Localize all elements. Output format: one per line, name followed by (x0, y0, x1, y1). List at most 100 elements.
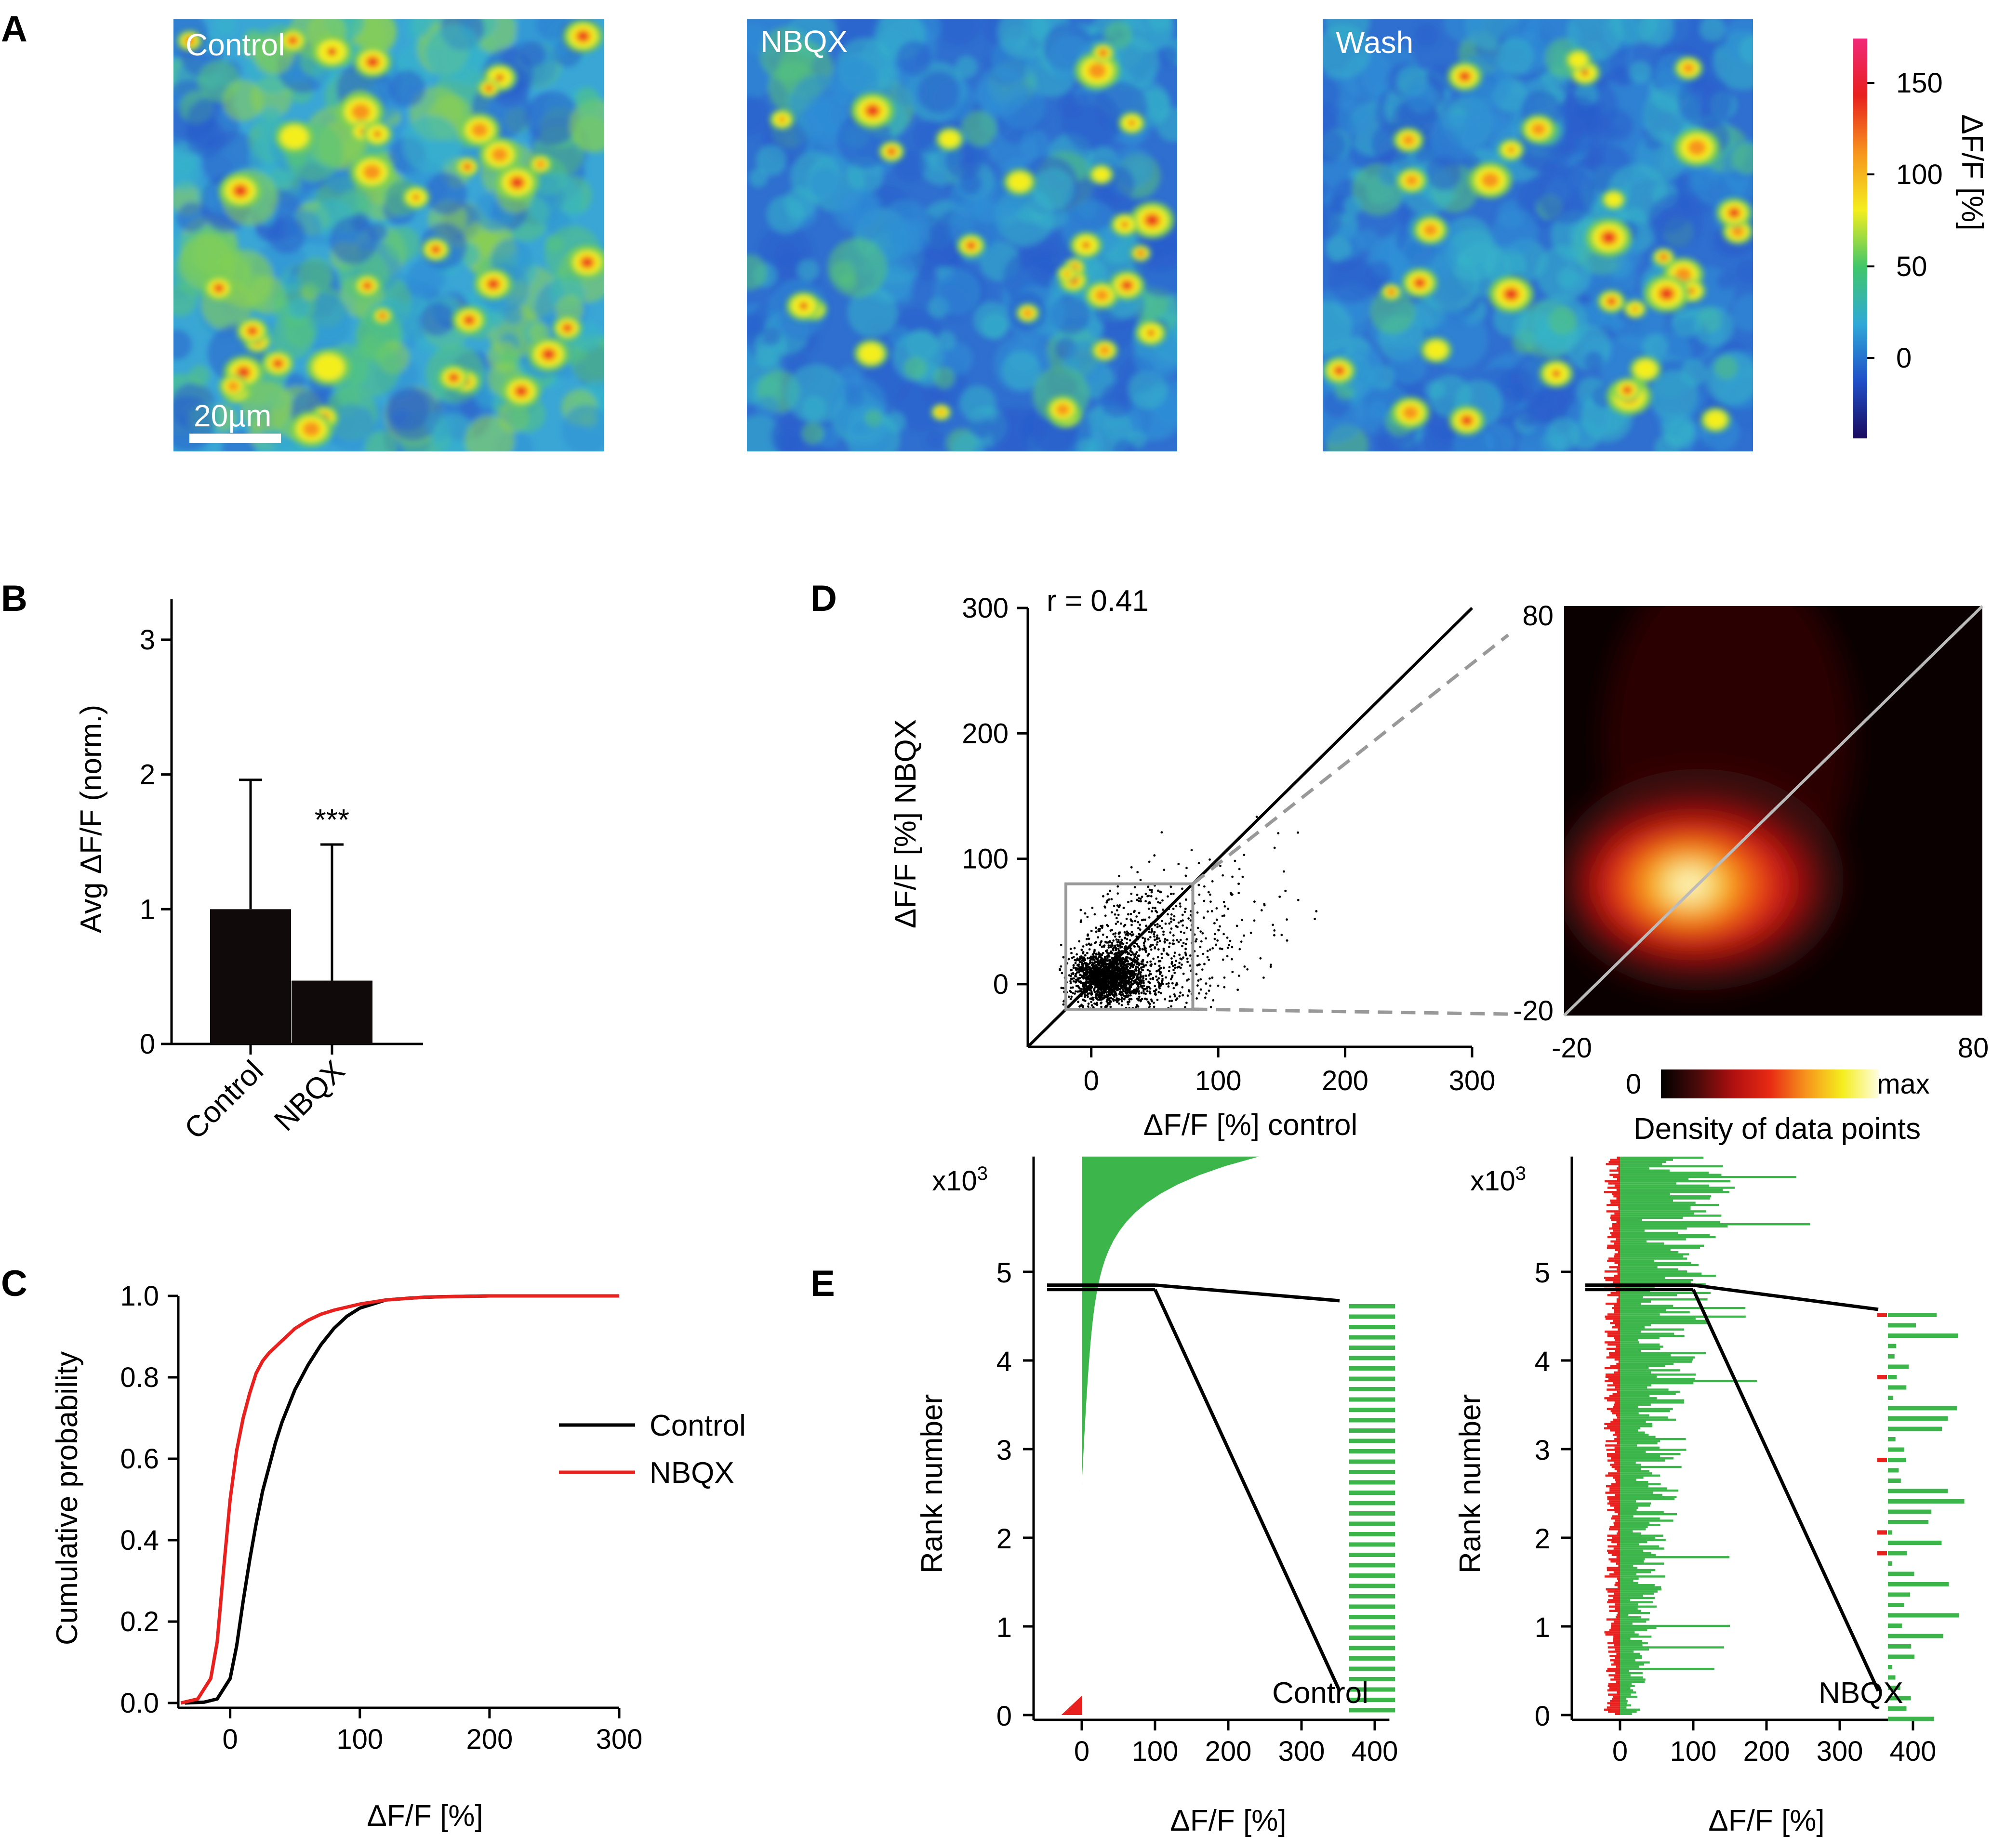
scatter-point (1140, 971, 1142, 974)
image-texture-blob (1536, 245, 1592, 301)
scatter-point (1078, 977, 1081, 980)
rank-bar-negative (1617, 1390, 1620, 1393)
image-texture-blob (1426, 155, 1462, 191)
scatter-point (1069, 982, 1072, 985)
scatter-point (1078, 961, 1081, 964)
scatter-point (1106, 954, 1109, 957)
scatter-point (1088, 948, 1091, 950)
image-texture-blob (214, 19, 237, 37)
rank-bar-positive (1620, 1526, 1648, 1529)
image-texture-blob (1001, 351, 1041, 390)
scatter-point (1086, 963, 1089, 965)
colorbar-a-tick-label: 50 (1896, 251, 1927, 282)
image-texture-blob (1677, 73, 1733, 129)
scatter-point (1203, 885, 1206, 888)
scatter-point (1152, 977, 1155, 980)
scatter-point (1062, 956, 1065, 959)
scatter-point (1125, 917, 1128, 920)
rank-bar-negative (1613, 1637, 1620, 1640)
rank-bar-positive (1620, 1670, 1629, 1672)
scatter-point (1131, 933, 1134, 936)
rank-bar-negative (1618, 1296, 1620, 1299)
rank-bar-negative (1616, 1680, 1620, 1683)
scatter-point (1206, 956, 1209, 959)
scatter-point (1137, 921, 1140, 924)
image-texture-blob (555, 295, 584, 324)
image-texture-blob (1341, 349, 1385, 394)
scatter-point (1182, 956, 1185, 959)
scatter-point (1074, 992, 1076, 995)
rank-bar-negative (1614, 1524, 1620, 1526)
scatter-point (1103, 983, 1106, 986)
rank-bar-positive (1620, 1536, 1656, 1539)
scatter-point (1184, 874, 1187, 877)
scatter-point (1211, 947, 1214, 950)
scatter-point (1237, 883, 1240, 885)
rank-bar-negative (1618, 1580, 1620, 1582)
cell (799, 302, 808, 310)
rank-bar-negative (1609, 1629, 1620, 1632)
rank-bar-negative (1617, 1470, 1620, 1473)
rank-bar-negative (1614, 1511, 1620, 1513)
scatter-point (1134, 992, 1137, 995)
rank-bar-negative (1616, 1532, 1620, 1535)
scatter-point (1241, 875, 1244, 878)
x-tick-label: Control (178, 1054, 270, 1146)
rank-plot-label: Control (1272, 1676, 1368, 1710)
rank-bar-positive (1620, 1457, 1673, 1460)
rank-bar-negative (1607, 1498, 1620, 1501)
rank-bar-positive (1620, 1569, 1656, 1571)
rank-bar-negative (1618, 1360, 1620, 1363)
scatter-point (1184, 1006, 1186, 1009)
calcium-image-nbqx (747, 19, 1177, 451)
cell (1123, 281, 1131, 289)
scatter-point (1089, 975, 1092, 977)
rank-bar-negative (1610, 1700, 1620, 1703)
scatter-point (1262, 977, 1265, 979)
rank-bar-negative (1612, 1382, 1620, 1385)
image-texture-blob (945, 142, 983, 180)
x-tick-label: 200 (1322, 1065, 1368, 1096)
rank-bar-positive (1620, 1487, 1667, 1490)
scatter-point (1087, 1005, 1089, 1008)
scatter-point (1087, 1003, 1090, 1005)
scatter-point (1111, 911, 1113, 914)
rank-bar-negative (1607, 1408, 1620, 1410)
scatter-point (1181, 913, 1184, 916)
scatter-point (1314, 918, 1316, 920)
image-texture-blob (933, 367, 955, 389)
scatter-point (1117, 998, 1120, 1001)
scatter-point (1116, 909, 1118, 911)
scatter-point (1219, 947, 1222, 950)
scatter-point (1141, 896, 1143, 898)
rank-bar-negative (1612, 1307, 1620, 1309)
y-tick-label: 3 (140, 624, 155, 656)
x-tick-label: 100 (1670, 1736, 1717, 1767)
scatter-point (1104, 958, 1107, 961)
cell (351, 104, 371, 120)
scatter-point (1136, 894, 1139, 896)
scatter-point (1114, 932, 1117, 935)
rank-bar-positive (1620, 1586, 1661, 1588)
image-texture-blob (801, 422, 824, 445)
image-texture-blob (747, 254, 767, 290)
scatter-point (1174, 964, 1177, 966)
cell (867, 106, 878, 115)
scatter-point (1197, 862, 1200, 865)
scatter-point (1114, 969, 1116, 972)
panel-c-cdf-chart: 0.00.20.40.60.81.00 100 200 300ControlNBQXΔ… (51, 1280, 746, 1833)
scatter-point (1140, 966, 1142, 969)
scatter-point (1130, 963, 1133, 965)
image-texture-blob (1423, 425, 1454, 451)
rank-bar-negative (1608, 1595, 1620, 1597)
rank-bar-negative (1616, 1346, 1620, 1348)
rank-bar-negative (1604, 1427, 1620, 1430)
scatter-point (1090, 986, 1093, 989)
rank-bar-negative (1615, 1657, 1620, 1660)
scatter-point (1125, 996, 1128, 999)
scatter-point (1156, 978, 1159, 981)
image-texture-blob (1414, 23, 1439, 47)
scatter-point (1162, 933, 1165, 936)
scatter-point (1141, 960, 1143, 963)
cell (1138, 251, 1143, 255)
